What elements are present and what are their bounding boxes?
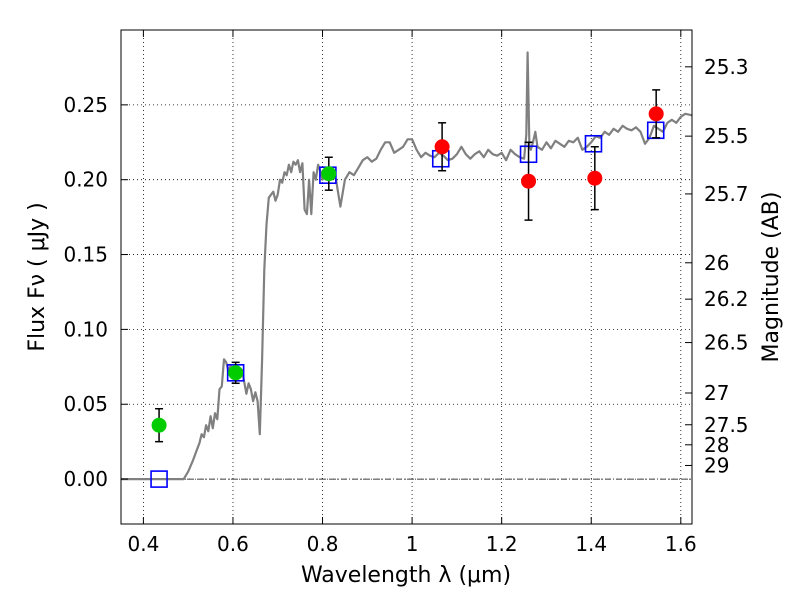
model-photometry-point	[584, 134, 603, 153]
plot-area	[121, 51, 693, 488]
model-spectrum-line	[121, 51, 693, 481]
x-tick-label: 0.6	[217, 532, 249, 556]
right-tick-label: 29	[704, 453, 729, 477]
plot-frame	[120, 29, 693, 525]
x-tick-label: 1.4	[575, 532, 607, 556]
observed-flux-point	[434, 139, 450, 155]
right-tick-label: 27.5	[704, 413, 749, 437]
axes: 0.4 0.6 0.8 1 1.2 1.4 1.6 0.00 0.05 0.10 0.15 0.20 0…	[63, 30, 749, 556]
x-tick-label: 1.6	[665, 532, 697, 556]
right-tick-label: 28	[704, 433, 729, 457]
y-tick-label: 0.10	[63, 317, 108, 341]
right-tick-label: 25.5	[704, 124, 749, 148]
y-tick-label: 0.25	[63, 93, 108, 117]
right-axis-label: Magnitude (AB)	[759, 192, 784, 363]
right-tick-label: 25.7	[704, 182, 749, 206]
y-tick-label: 0.15	[63, 243, 108, 267]
x-tick-label: 1.2	[486, 532, 518, 556]
grid	[121, 30, 692, 524]
right-tick-label: 25.3	[704, 55, 749, 79]
right-tick-label: 26.5	[704, 331, 749, 355]
right-tick-label: 27	[704, 381, 729, 405]
observed-flux-point	[151, 417, 167, 433]
observed-flux-point	[321, 166, 337, 182]
y-tick-label: 0.05	[63, 392, 108, 416]
observed-flux-point	[587, 170, 603, 186]
x-tick-label: 0.8	[307, 532, 339, 556]
y-tick-label: 0.20	[63, 168, 108, 192]
x-tick-label: 1	[406, 532, 419, 556]
right-tick-label: 26	[704, 251, 729, 275]
x-axis-label: Wavelength λ (μm)	[301, 563, 511, 588]
observed-flux-point	[521, 173, 537, 189]
y-axis-label: Flux Fν ( μJy )	[25, 202, 50, 351]
observed-flux-point	[648, 106, 664, 122]
y-tick-label: 0.00	[63, 467, 108, 491]
right-tick-label: 26.2	[704, 287, 749, 311]
x-tick-label: 0.4	[127, 532, 159, 556]
model-photometry-point	[150, 470, 168, 488]
observed-flux-point	[228, 365, 244, 381]
